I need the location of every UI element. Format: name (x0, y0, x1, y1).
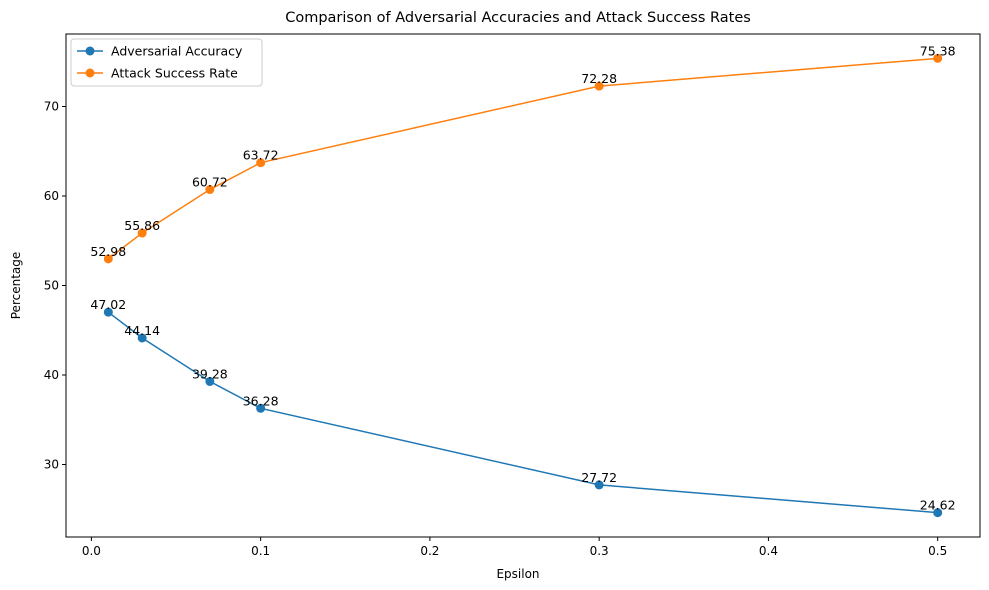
legend-label-adversarial-accuracy: Adversarial Accuracy (111, 44, 243, 59)
data-point-adversarial-accuracy (594, 480, 604, 490)
data-label-attack-success-rate: 52.98 (90, 244, 126, 259)
data-label-attack-success-rate: 63.72 (243, 148, 279, 163)
data-point-attack-success-rate (137, 228, 147, 238)
legend: Adversarial Accuracy Attack Success Rate (70, 38, 263, 87)
data-label-adversarial-accuracy: 39.28 (192, 366, 228, 381)
y-tick-label: 50 (44, 279, 59, 293)
y-tick-label: 70 (44, 99, 59, 113)
data-label-attack-success-rate: 75.38 (920, 43, 956, 58)
legend-box (70, 38, 263, 87)
data-label-attack-success-rate: 60.72 (192, 175, 228, 190)
data-label-adversarial-accuracy: 47.02 (90, 297, 126, 312)
y-tick-label: 30 (44, 458, 59, 472)
series-line-attack-success-rate (107, 57, 938, 260)
data-point-adversarial-accuracy (103, 307, 113, 317)
y-axis-title: Percentage (9, 252, 23, 320)
data-label-adversarial-accuracy: 36.28 (243, 393, 279, 408)
y-tick-label: 60 (44, 189, 59, 203)
data-point-adversarial-accuracy (256, 403, 266, 413)
data-label-adversarial-accuracy: 44.14 (124, 323, 160, 338)
x-tick-label: 0.1 (251, 544, 270, 558)
data-label-adversarial-accuracy: 27.72 (581, 470, 617, 485)
x-tick-label: 0.4 (759, 544, 778, 558)
data-label-attack-success-rate: 55.86 (124, 218, 160, 233)
chart-title: Comparison of Adversarial Accuracies and… (285, 10, 751, 26)
x-axis-title: Epsilon (496, 567, 539, 581)
y-tick-label: 40 (44, 368, 59, 382)
legend-marker-attack-success-rate (85, 68, 95, 78)
legend-label-attack-success-rate: Attack Success Rate (111, 66, 238, 81)
data-label-attack-success-rate: 72.28 (581, 71, 617, 86)
data-point-attack-success-rate (256, 158, 266, 168)
series-line-adversarial-accuracy (107, 311, 938, 514)
plot-frame (65, 33, 981, 538)
data-label-adversarial-accuracy: 24.62 (920, 498, 956, 513)
data-point-attack-success-rate (594, 81, 604, 91)
data-point-attack-success-rate (205, 185, 215, 195)
x-tick-label: 0.3 (590, 544, 609, 558)
data-point-adversarial-accuracy (137, 333, 147, 343)
x-tick-label: 0.0 (82, 544, 101, 558)
data-point-adversarial-accuracy (933, 508, 943, 518)
legend-marker-adversarial-accuracy (85, 46, 95, 56)
data-point-attack-success-rate (933, 53, 943, 63)
data-point-adversarial-accuracy (205, 376, 215, 386)
x-tick-label: 0.2 (420, 544, 439, 558)
data-point-attack-success-rate (103, 254, 113, 264)
x-tick-label: 0.5 (928, 544, 947, 558)
